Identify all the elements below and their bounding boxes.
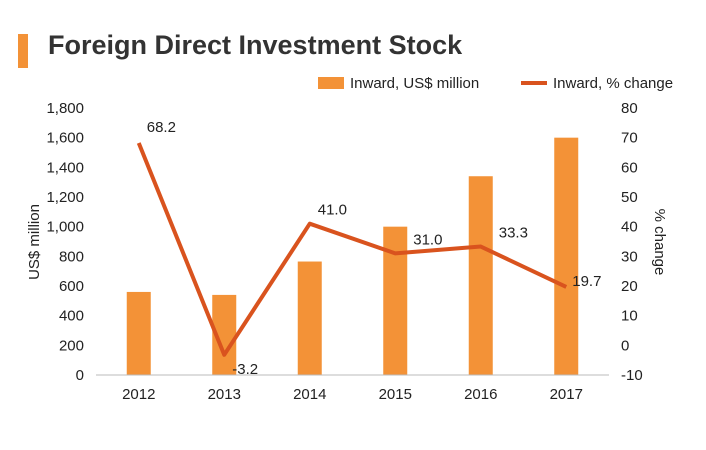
data-label: 19.7 xyxy=(572,273,601,290)
bar-2017 xyxy=(554,137,579,375)
x-tick-label: 2017 xyxy=(550,386,583,403)
bar-2014 xyxy=(297,261,322,375)
pct-change-line xyxy=(136,142,568,357)
x-tick-label: 2016 xyxy=(464,386,497,403)
legend: Inward, US$ million Inward, % change xyxy=(318,75,673,92)
bar-2012 xyxy=(126,291,151,375)
y-left-tick-label: 1,400 xyxy=(46,159,84,176)
chart-title: Foreign Direct Investment Stock xyxy=(48,30,463,60)
y-left-tick-label: 200 xyxy=(59,337,84,354)
y-left-tick-label: 1,200 xyxy=(46,189,84,206)
data-label: 31.0 xyxy=(413,231,442,248)
y-left-tick-label: 400 xyxy=(59,308,84,325)
y-right-tick-label: 50 xyxy=(621,189,638,206)
data-label: 41.0 xyxy=(318,202,347,219)
y-right-tick-label: 30 xyxy=(621,248,638,265)
y-left-tick-label: 800 xyxy=(59,248,84,265)
data-label: 68.2 xyxy=(147,119,176,136)
y-left-tick-label: 1,800 xyxy=(46,100,84,117)
y-left-tick-label: 600 xyxy=(59,278,84,295)
y-right-tick-label: 70 xyxy=(621,130,638,147)
bar-2016 xyxy=(468,176,493,375)
legend-bar-label: Inward, US$ million xyxy=(350,75,479,92)
x-tick-label: 2012 xyxy=(122,386,155,403)
y-left-tick-label: 0 xyxy=(76,367,84,384)
legend-bar-swatch xyxy=(318,77,344,89)
y-left-tick-label: 1,000 xyxy=(46,219,84,236)
y-right-tick-label: 60 xyxy=(621,159,638,176)
y-right-tick-label: 80 xyxy=(621,100,638,117)
y-right-tick-label: -10 xyxy=(621,367,643,384)
data-label: 33.3 xyxy=(499,225,528,242)
y-right-tick-label: 40 xyxy=(621,219,638,236)
y-right-tick-label: 20 xyxy=(621,278,638,295)
title-accent-bar xyxy=(18,34,28,68)
y-right-tick-label: 0 xyxy=(621,337,629,354)
y-axis-right-title: % change xyxy=(651,209,668,276)
x-tick-label: 2014 xyxy=(293,386,326,403)
x-tick-label: 2013 xyxy=(208,386,241,403)
x-tick-label: 2015 xyxy=(379,386,412,403)
data-label: -3.2 xyxy=(232,361,258,378)
y-left-tick-label: 1,600 xyxy=(46,130,84,147)
y-axis-left-title: US$ million xyxy=(26,204,43,280)
legend-line-label: Inward, % change xyxy=(553,75,673,92)
y-right-tick-label: 10 xyxy=(621,308,638,325)
